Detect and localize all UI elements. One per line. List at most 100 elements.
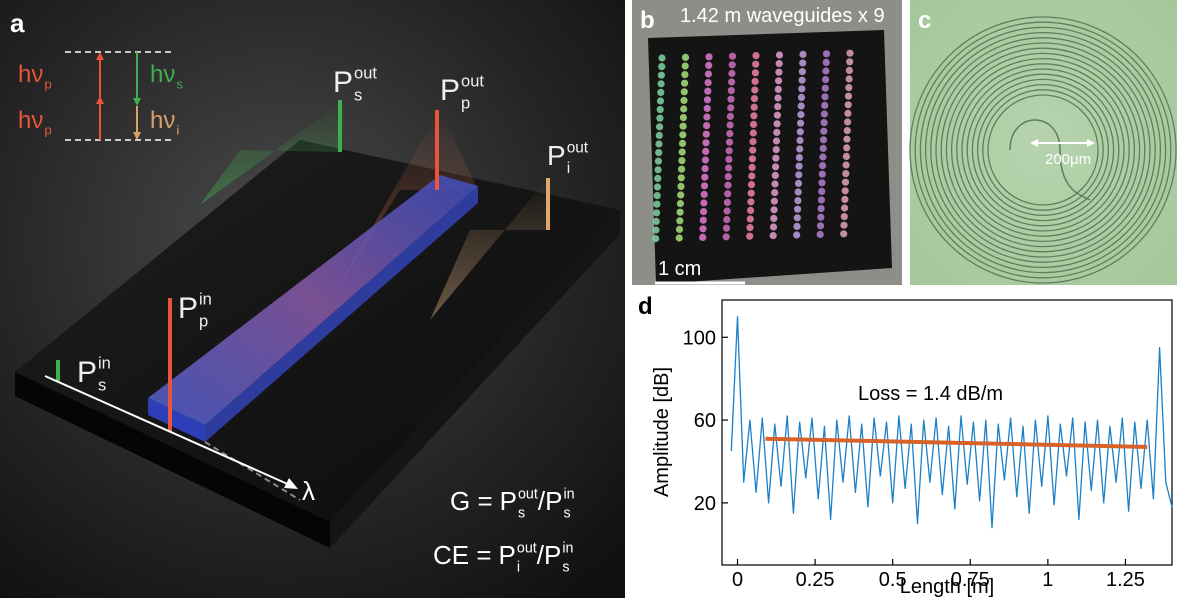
page: ahνphνphνshνiPoutsPoutpPoutiPinpPinsλG =… — [0, 0, 1177, 598]
spiral-dot — [793, 223, 800, 230]
spiral-dot — [845, 84, 852, 91]
spiral-dot — [656, 132, 663, 139]
panel-label: d — [638, 293, 653, 320]
spiral-dot — [699, 225, 706, 232]
spiral-dot — [747, 198, 754, 205]
spiral-dot — [747, 215, 754, 222]
spiral-dot — [724, 207, 731, 214]
symbol-sub: p — [199, 312, 208, 330]
spiral-dot — [723, 216, 730, 223]
wavelength-label: λ — [302, 476, 315, 506]
spiral-dot — [795, 188, 802, 195]
equation-lhs: G = — [450, 486, 493, 516]
symbol-sub: p — [461, 94, 470, 112]
spiral-dot — [843, 136, 850, 143]
spiral-dot — [841, 213, 848, 220]
equation-lhs: CE = — [433, 540, 492, 570]
spiral-dot — [677, 200, 684, 207]
spiral-dot — [681, 71, 688, 78]
spiral-dot — [702, 156, 709, 163]
spiral-dot — [751, 86, 758, 93]
symbol-sub: s — [176, 77, 183, 92]
spiral-dot — [773, 137, 780, 144]
spiral-dot — [794, 197, 801, 204]
spiral-dot — [677, 183, 684, 190]
spiral-dot — [681, 80, 688, 87]
spiral-dot — [770, 223, 777, 230]
spiral-dot — [682, 54, 689, 61]
spiral-dot — [704, 88, 711, 95]
spiral-dot — [775, 77, 782, 84]
spiral-dot — [841, 204, 848, 211]
symbol-sup: in — [98, 355, 111, 373]
spiral-dot — [798, 102, 805, 109]
symbol-sub: s — [354, 86, 362, 104]
spiral-dot — [678, 157, 685, 164]
spiral-dot — [822, 67, 829, 74]
scale-label: 1 cm — [658, 258, 701, 280]
spiral-dot — [678, 174, 685, 181]
spiral-dot — [700, 208, 707, 215]
spiral-dot — [705, 62, 712, 69]
spiral-dot — [752, 78, 759, 85]
spiral-dot — [700, 217, 707, 224]
spiral-dot — [725, 173, 732, 180]
symbol-base: P — [77, 356, 97, 389]
symbol-sub: i — [567, 160, 570, 177]
spiral-dot — [773, 146, 780, 153]
x-axis-label: Length [m] — [900, 576, 995, 598]
symbol-base: hν — [18, 107, 43, 134]
spiral-dot — [750, 129, 757, 136]
spiral-dot — [817, 231, 824, 238]
spiral-dot — [653, 209, 660, 216]
spiral-dot — [702, 139, 709, 146]
spiral-dot — [679, 148, 686, 155]
spiral-dot — [749, 138, 756, 145]
spiral-dot — [846, 75, 853, 82]
spiral-dot — [795, 171, 802, 178]
spiral-dot — [704, 96, 711, 103]
symbol-sub: p — [44, 123, 51, 138]
spiral-dot — [727, 113, 734, 120]
spiral-dot — [680, 97, 687, 104]
spiral-dot — [727, 104, 734, 111]
symbol-base: P — [178, 292, 198, 325]
spiral-dot — [823, 50, 830, 57]
spiral-dot — [701, 174, 708, 181]
spiral-dot — [823, 59, 830, 66]
spiral-dot — [799, 68, 806, 75]
spiral-dot — [796, 145, 803, 152]
spiral-dot — [843, 144, 850, 151]
spiral-dot — [750, 112, 757, 119]
spiral-dot — [701, 191, 708, 198]
spiral-dot — [843, 161, 850, 168]
spiral-dot — [846, 67, 853, 74]
spiral-dot — [798, 94, 805, 101]
symbol-sub: s — [518, 505, 525, 521]
symbol-sub: s — [98, 376, 106, 394]
spiral-dot — [676, 226, 683, 233]
symbol-base: hν — [18, 61, 43, 88]
trace — [731, 317, 1172, 528]
spiral-dot — [656, 115, 663, 122]
spiral-dot — [846, 58, 853, 65]
spiral-dot — [774, 112, 781, 119]
symbol-sub: s — [562, 559, 569, 575]
spiral-dot — [680, 123, 687, 130]
spiral-dot — [746, 233, 753, 240]
spiral-dot — [845, 101, 852, 108]
spiral-dot — [771, 206, 778, 213]
spiral-dot — [821, 110, 828, 117]
scale-label: 200μm — [1045, 151, 1091, 168]
spiral-dot — [774, 120, 781, 127]
spiral-dot — [796, 163, 803, 170]
spiral-dot — [678, 166, 685, 173]
symbol-sup: in — [199, 291, 212, 309]
symbol-base: P — [333, 66, 353, 99]
spiral-dot — [771, 189, 778, 196]
spiral-dot — [841, 196, 848, 203]
spiral-dot — [842, 170, 849, 177]
spiral-dot — [705, 79, 712, 86]
spiral-dot — [705, 70, 712, 77]
symbol-sup: out — [517, 540, 537, 556]
